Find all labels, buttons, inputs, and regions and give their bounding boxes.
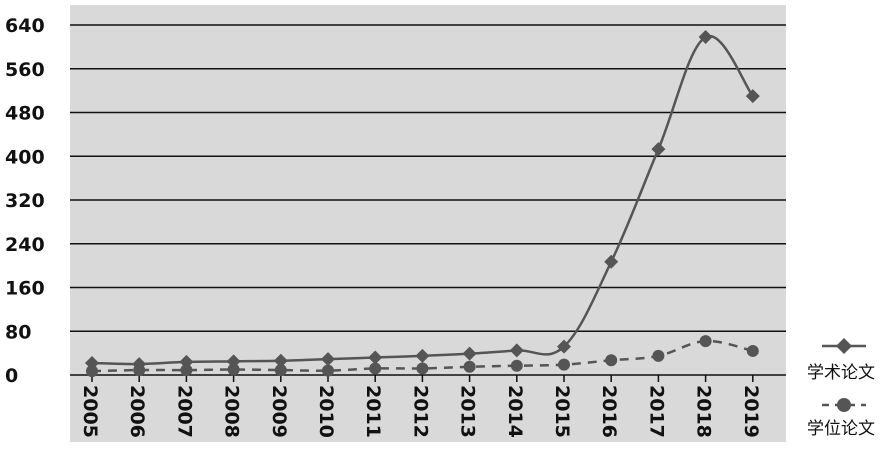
y-tick-label: 480	[5, 103, 45, 125]
data-point-diamond	[415, 348, 430, 363]
x-tick-label: 2013	[457, 385, 479, 438]
data-point-circle	[416, 362, 429, 375]
x-tick-label: 2007	[173, 385, 195, 438]
x-tick-label: 2018	[693, 385, 715, 438]
data-point-circle	[369, 362, 382, 375]
data-point-diamond	[604, 254, 619, 269]
data-point-circle	[274, 364, 287, 377]
series-layer	[85, 30, 760, 378]
data-point-circle	[463, 360, 476, 373]
data-point-circle	[227, 363, 240, 376]
data-point-circle	[652, 349, 665, 362]
data-point-diamond	[557, 339, 571, 354]
y-tick-label: 640	[5, 15, 45, 37]
y-tick-label: 0	[5, 365, 18, 387]
series-1	[86, 335, 759, 378]
data-point-diamond	[273, 353, 288, 368]
data-point-circle	[133, 364, 146, 377]
data-point-circle	[510, 359, 523, 372]
x-tick-label: 2015	[551, 385, 573, 438]
x-tick-label: 2017	[645, 385, 667, 438]
data-point-circle	[746, 344, 759, 357]
y-tick-label: 160	[5, 278, 45, 300]
x-tick-label: 2016	[598, 385, 620, 438]
y-tick-label: 240	[5, 234, 45, 256]
x-tick-label: 2011	[362, 385, 384, 438]
legend-circle-marker	[837, 398, 851, 412]
data-point-circle	[605, 354, 618, 367]
y-tick-label: 560	[5, 59, 45, 81]
series-line-1	[91, 339, 754, 373]
data-point-diamond	[368, 350, 383, 365]
data-point-circle	[180, 364, 193, 377]
grid-lines	[70, 24, 786, 376]
legend-item-degree: 学位论文	[807, 398, 875, 439]
data-point-circle	[322, 364, 334, 377]
x-tick-label: 2012	[409, 385, 431, 438]
data-point-diamond	[698, 30, 713, 45]
y-axis-ticks: 0 80 160 240 320 400 480 560 640	[5, 15, 45, 387]
data-point-diamond	[321, 352, 335, 367]
y-tick-label: 80	[5, 321, 31, 343]
y-tick-label: 400	[5, 146, 45, 168]
data-point-diamond	[462, 346, 477, 361]
x-tick-label: 2010	[315, 385, 337, 438]
x-tick-label: 2014	[504, 385, 526, 438]
x-tick-label: 2005	[79, 385, 101, 438]
legend: 学术论文 学位论文	[807, 338, 875, 439]
legend-diamond-marker	[836, 338, 852, 354]
data-point-diamond	[745, 89, 760, 104]
x-tick-label: 2006	[126, 385, 148, 438]
x-tick-label: 2009	[268, 385, 290, 438]
x-tick-label: 2008	[221, 385, 243, 438]
plot-background	[70, 5, 786, 442]
data-point-circle	[86, 365, 98, 378]
x-axis-ticks: 2005 2006 2007 2008 2009 2010 2011 2012 2013 2014…	[79, 375, 762, 438]
data-point-circle	[699, 335, 712, 348]
x-tick-label: 2019	[740, 385, 762, 438]
data-point-diamond	[651, 142, 666, 157]
series-0	[85, 30, 760, 372]
legend-label-degree: 学位论文	[807, 419, 875, 439]
y-tick-label: 320	[5, 190, 45, 212]
data-point-circle	[558, 358, 570, 371]
legend-label-academic: 学术论文	[807, 363, 875, 383]
data-point-diamond	[509, 343, 524, 358]
legend-item-academic: 学术论文	[807, 338, 875, 383]
